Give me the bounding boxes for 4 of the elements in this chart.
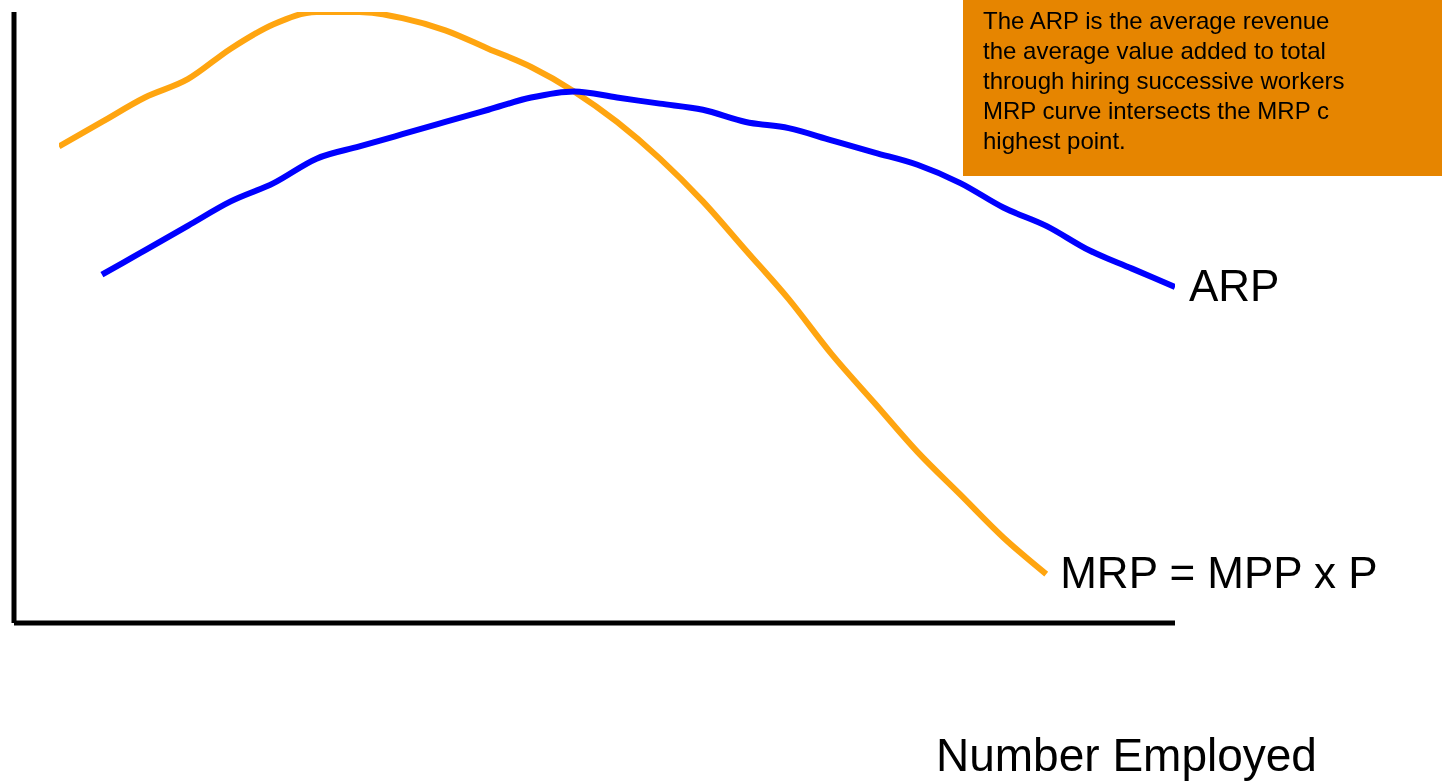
annotation: The ARP is the average revenue the average value added to total through hiring successive workers MRP curve intersects the MRP c highest point.: [983, 6, 1345, 156]
series-label: MRP = MPP x P: [1060, 548, 1378, 598]
x-axis-title: Number Employed: [936, 728, 1317, 782]
series-label: ARP: [1189, 260, 1280, 310]
